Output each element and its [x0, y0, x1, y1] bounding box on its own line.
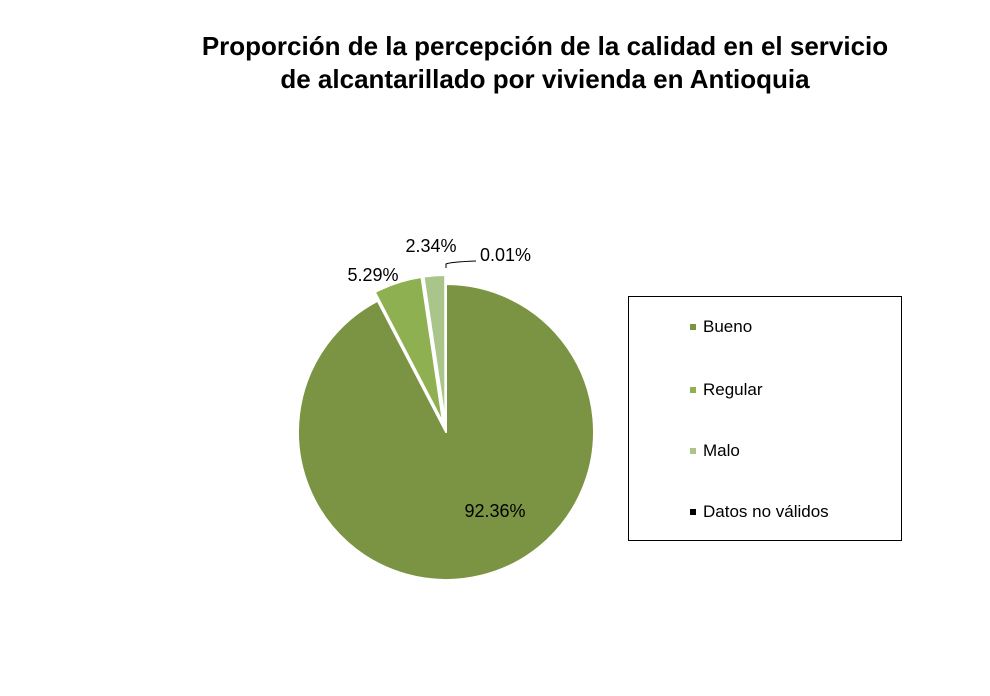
legend: Bueno Regular Malo Datos no válidos [628, 296, 902, 541]
data-label-malo: 2.34% [405, 236, 456, 256]
leader-line-datos-no-validos [445, 260, 477, 268]
chart-title: Proporción de la percepción de la calida… [150, 30, 940, 96]
legend-item-bueno: Bueno [689, 317, 752, 337]
legend-swatch-bueno [689, 323, 697, 331]
legend-swatch-regular [689, 386, 697, 394]
pie-slice-malo [422, 274, 447, 425]
legend-swatch-datos-no-validos [689, 508, 697, 516]
chart-title-line-2: de alcantarillado por vivienda en Antioq… [280, 64, 810, 94]
data-label-regular: 5.29% [347, 265, 398, 285]
legend-label-malo: Malo [703, 441, 740, 460]
legend-label-bueno: Bueno [703, 317, 753, 336]
legend-item-malo: Malo [689, 441, 740, 461]
data-label-datos-no-v-lidos: 0.01% [480, 245, 531, 265]
legend-swatch-malo [689, 447, 697, 455]
legend-label-regular: Regular [703, 380, 763, 399]
legend-item-regular: Regular [689, 380, 763, 400]
legend-item-datos-no-validos: Datos no válidos [689, 502, 829, 522]
chart-title-line-1: Proporción de la percepción de la calida… [201, 31, 889, 61]
pie-slice-regular [373, 276, 445, 425]
data-label-bueno: 92.36% [464, 501, 525, 521]
legend-label-datos-no-validos: Datos no válidos [703, 502, 829, 521]
